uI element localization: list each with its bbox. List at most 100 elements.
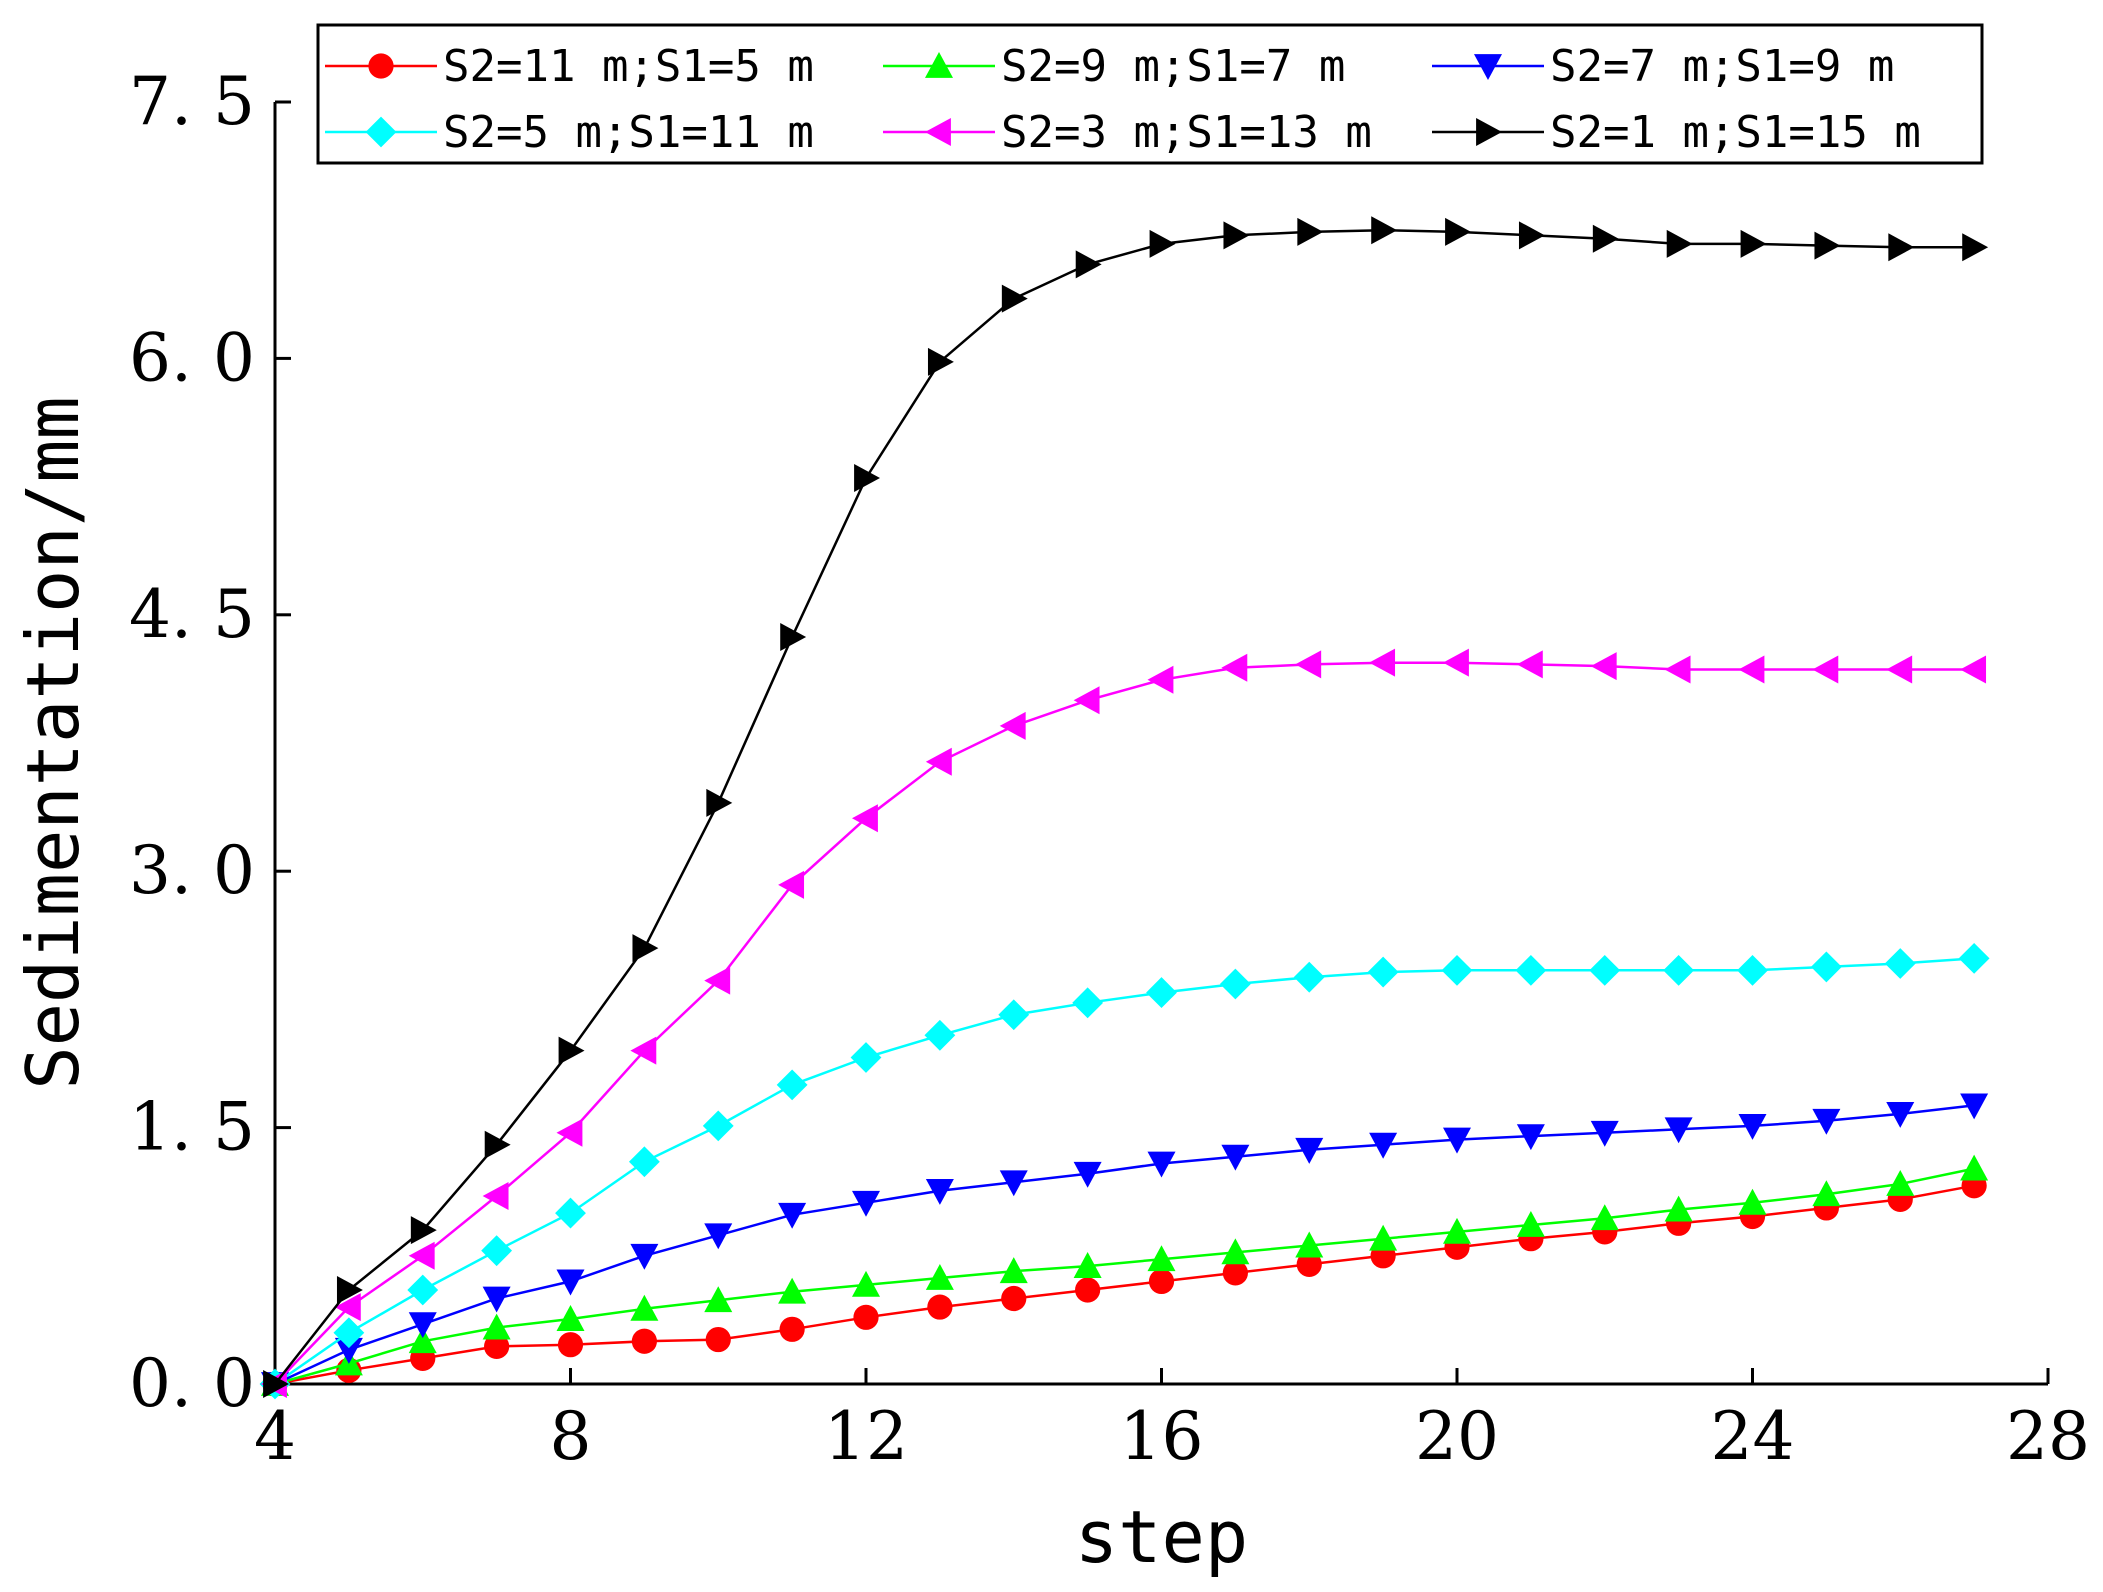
data-point: [1369, 1224, 1398, 1251]
data-point: [558, 1036, 585, 1065]
data-point: [1592, 224, 1619, 253]
data-point: [1219, 968, 1251, 1000]
series-line: [274, 1167, 1975, 1386]
data-point: [1738, 1113, 1767, 1140]
data-point: [1295, 650, 1322, 679]
data-point: [1445, 217, 1471, 246]
data-point: [927, 347, 954, 376]
data-point: [925, 52, 953, 78]
data-point: [1001, 284, 1028, 313]
series-line: [274, 1184, 1975, 1386]
legend-label: S2=3 m;S1=13 m: [1001, 107, 1372, 158]
series-line: [274, 957, 1975, 1386]
data-point: [1369, 1132, 1398, 1159]
data-point: [852, 804, 878, 833]
data-point: [853, 1304, 879, 1330]
data-point: [1888, 233, 1915, 262]
x-tick-label: 4: [254, 1398, 296, 1475]
data-point: [1884, 948, 1916, 979]
data-point: [408, 1327, 437, 1354]
data-point: [557, 1332, 584, 1358]
series-layer: [259, 216, 1990, 1400]
data-point: [1073, 686, 1100, 715]
data-point: [1962, 233, 1989, 262]
data-point: [924, 1019, 956, 1051]
data-point: [1590, 1204, 1619, 1231]
data-point: [704, 966, 731, 995]
data-point: [1221, 653, 1248, 682]
data-point: [1147, 1245, 1176, 1272]
data-point: [925, 747, 952, 776]
series-line: [274, 228, 1975, 1385]
data-point: [1590, 1120, 1619, 1147]
legend: S2=11 m;S1=5 m S2=9 m;S1=7 m S2=7 m;S1=9 m…: [316, 23, 1984, 165]
data-point: [482, 1181, 509, 1210]
data-point: [410, 1216, 437, 1245]
data-point: [630, 1294, 659, 1321]
data-point: [925, 1178, 954, 1205]
data-point: [556, 1269, 585, 1296]
data-point: [1664, 655, 1691, 684]
series-6: [263, 216, 1989, 1398]
data-point: [1073, 1161, 1102, 1188]
legend-item: S2=11 m;S1=5 m: [325, 41, 814, 92]
data-point: [1518, 221, 1545, 250]
series-line: [274, 661, 1975, 1385]
data-point: [630, 1036, 657, 1065]
data-point: [1516, 650, 1543, 679]
data-point: [1886, 1102, 1915, 1128]
data-point: [556, 1305, 585, 1331]
data-point: [780, 623, 807, 652]
data-point: [482, 1313, 511, 1340]
legend-item: S2=3 m;S1=13 m: [883, 107, 1372, 158]
data-point: [632, 934, 659, 963]
legend-label: S2=11 m;S1=5 m: [443, 41, 814, 92]
data-point: [556, 1118, 583, 1147]
data-point: [1441, 954, 1473, 986]
data-point: [408, 1312, 437, 1339]
x-tick-label: 16: [1120, 1398, 1204, 1475]
series-3: [261, 1093, 1989, 1398]
data-point: [1073, 1252, 1102, 1278]
y-tick-label: 4. 5: [129, 576, 255, 653]
data-point: [628, 1146, 660, 1178]
data-point: [407, 1274, 439, 1306]
legend-box: [316, 23, 1984, 165]
data-point: [1740, 229, 1767, 258]
data-point: [854, 464, 880, 493]
data-point: [482, 1286, 511, 1313]
legend-label: S2=5 m;S1=11 m: [443, 107, 814, 158]
data-point: [1738, 655, 1765, 684]
x-axis-title: step: [1075, 1495, 1248, 1579]
data-point: [1589, 954, 1621, 986]
data-point: [1814, 231, 1841, 260]
data-point: [778, 870, 805, 899]
data-point: [1072, 987, 1104, 1019]
x-tick-label: 8: [550, 1398, 592, 1475]
data-point: [334, 1293, 361, 1322]
data-point: [1296, 1251, 1322, 1277]
series-line: [274, 1104, 1975, 1386]
data-point: [408, 1241, 435, 1270]
data-point: [1474, 54, 1502, 80]
legend-item: S2=5 m;S1=11 m: [325, 107, 814, 158]
legend-item: S2=1 m;S1=15 m: [1432, 107, 1921, 158]
data-point: [333, 1317, 365, 1349]
data-point: [1367, 956, 1399, 988]
y-tick-label: 6. 0: [129, 319, 255, 396]
y-tick-label: 1. 5: [129, 1089, 255, 1166]
data-point: [999, 1257, 1028, 1284]
data-point: [998, 999, 1030, 1031]
data-point: [778, 1277, 807, 1304]
x-tick-label: 12: [824, 1398, 908, 1475]
data-point: [1958, 942, 1990, 974]
data-point: [1960, 655, 1987, 684]
data-point: [1295, 1137, 1324, 1164]
data-point: [481, 1235, 513, 1267]
data-point: [704, 1286, 733, 1313]
data-point: [852, 1190, 880, 1217]
data-point: [334, 1337, 363, 1364]
data-point: [1516, 1211, 1545, 1237]
data-point: [631, 1328, 657, 1354]
